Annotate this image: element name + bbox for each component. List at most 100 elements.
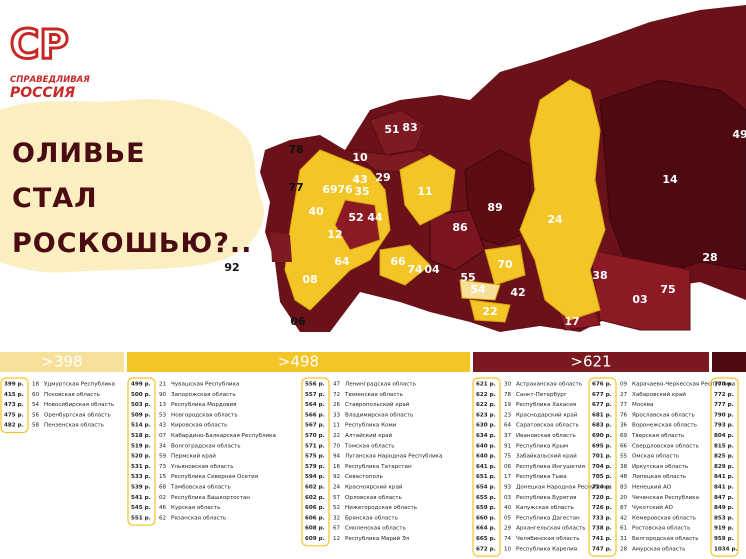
region-name: Республика Марий Эл — [345, 535, 410, 542]
region — [459, 279, 501, 301]
price: 651 р. — [476, 474, 496, 480]
price: 634 р. — [476, 433, 496, 439]
price: 959 р. — [714, 536, 734, 542]
region-code: 30 — [504, 382, 512, 388]
region-code: 92 — [333, 474, 340, 480]
region-name: Республика Северная Осетия — [171, 474, 258, 480]
region-code: 27 — [620, 392, 628, 398]
region-name: Чувашская Республика — [171, 382, 239, 388]
region-name: Свердловская область — [632, 443, 699, 449]
region-name: Липецкая область — [632, 474, 686, 480]
price: 655 р. — [476, 495, 496, 501]
headline: ОЛИВЬЕ — [12, 138, 146, 169]
region-code: 13 — [159, 402, 167, 408]
region-code: 76 — [620, 412, 628, 418]
region-name: Новосибирская область — [44, 402, 114, 408]
price: 704 р. — [592, 464, 612, 470]
price: 551 р. — [131, 515, 151, 521]
price: 665 р. — [476, 536, 496, 542]
price: 556 р. — [305, 382, 325, 388]
region-code: 09 — [620, 382, 628, 388]
region-name: Челябинская область — [516, 536, 580, 542]
region-name: Чукотский АО — [632, 504, 674, 511]
region-name: Волгоградская область — [171, 443, 241, 449]
price: 399 р. — [4, 382, 24, 388]
region-label: 03 — [632, 293, 647, 306]
price: 677 р. — [592, 392, 612, 398]
region-code: 12 — [333, 536, 340, 542]
region-label: 70 — [497, 258, 513, 271]
region-code: 58 — [32, 423, 40, 429]
region-name: Луганская Народная Республика — [345, 454, 443, 460]
price: 681 р. — [592, 412, 612, 418]
region-code: 05 — [504, 515, 512, 521]
region-label: 42 — [510, 286, 525, 299]
region-code: 53 — [159, 412, 167, 418]
region-label: 08 — [302, 273, 317, 286]
price: 790 р. — [714, 412, 734, 418]
price: 641 р. — [476, 464, 496, 470]
price: 690 р. — [592, 433, 612, 439]
price-frame — [588, 377, 617, 557]
region-code: 43 — [159, 423, 167, 429]
region-code: 47 — [333, 382, 341, 388]
price: 608 р. — [305, 526, 325, 532]
region-code: 46 — [159, 505, 167, 511]
region-code: 03 — [504, 495, 512, 501]
region-name: Севастополь — [345, 474, 383, 480]
price: 533 р. — [131, 474, 151, 480]
region — [469, 299, 511, 323]
region-name: Тюменская область — [344, 392, 403, 398]
region-label: 40 — [308, 205, 324, 218]
price: 520 р. — [131, 454, 151, 460]
region-name: Чеченская Республика — [632, 495, 699, 501]
price: 539 р. — [131, 485, 151, 491]
price: 683 р. — [592, 423, 612, 429]
region-name: Пермский край — [171, 453, 216, 460]
region-code: 59 — [159, 454, 167, 460]
price: 609 р. — [305, 536, 325, 542]
price: 726 р. — [592, 505, 612, 511]
region-code: 17 — [504, 474, 512, 480]
region-code: 48 — [620, 474, 628, 480]
price: 1034 р. — [714, 546, 738, 552]
region-label: 35 — [354, 185, 369, 198]
region-name: Ульяновская область — [171, 464, 234, 470]
region-name: Забайкальский край — [516, 453, 577, 460]
price: 664 р. — [476, 526, 496, 532]
region-label: 74 — [407, 263, 423, 276]
region — [519, 79, 606, 321]
region-label: 14 — [662, 173, 678, 186]
region-name: Республика Татарстан — [345, 464, 412, 470]
region-code: 06 — [504, 464, 512, 470]
region-code: 15 — [159, 474, 167, 480]
region-code: 38 — [620, 464, 628, 470]
region-label: 66 — [390, 255, 406, 268]
region-code: 42 — [620, 515, 627, 521]
price: 676 р. — [592, 382, 612, 388]
price: 503 р. — [131, 402, 151, 408]
group-header — [712, 352, 746, 372]
region-label: 64 — [334, 255, 350, 268]
region-label: 89 — [487, 201, 502, 214]
price: 701 р. — [592, 454, 612, 460]
price: 557 р. — [305, 392, 325, 398]
region-name: Республика Башкортостан — [171, 495, 250, 501]
region-name: Республика Хакасия — [516, 402, 576, 408]
group-header — [0, 352, 124, 372]
region-code: 78 — [504, 392, 512, 398]
region-name: Калужская область — [516, 505, 574, 511]
price: 640 р. — [476, 454, 496, 460]
region-label: 43 — [352, 173, 367, 186]
region-name: Пензенская область — [44, 423, 104, 429]
region-name: Воронежская область — [632, 423, 697, 429]
region-name: Кировская область — [171, 423, 227, 429]
region-name: Оренбургская область — [44, 412, 111, 418]
region-label: 28 — [702, 251, 717, 264]
price: 606 р. — [305, 505, 325, 511]
price: 630 р. — [476, 423, 496, 429]
region-code: 19 — [504, 402, 512, 408]
price: 919 р. — [714, 526, 734, 532]
region-code: 75 — [504, 454, 512, 460]
region-code: 70 — [333, 443, 341, 449]
